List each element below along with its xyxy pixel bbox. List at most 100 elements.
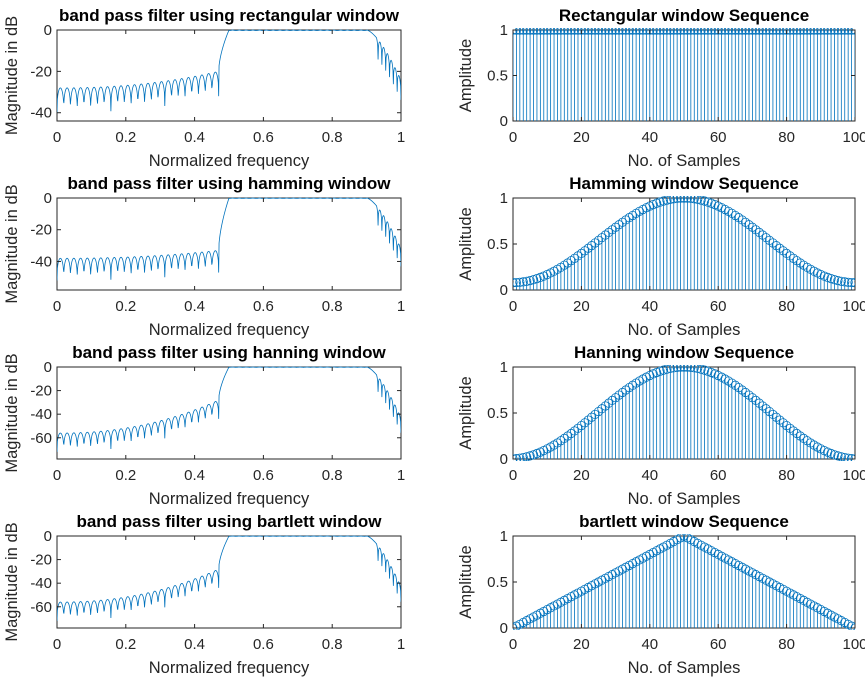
stem-marker [665,365,675,373]
stem-marker [785,28,795,35]
plot-area [513,534,855,630]
stem-marker [754,398,764,408]
stem-marker [771,241,781,251]
x-tick-label: 0.6 [253,298,274,315]
x-tick-label: 100 [842,467,865,484]
stem-marker [675,196,686,203]
stem-marker [740,387,751,398]
x-tick-label: 0.8 [322,467,343,484]
stem-marker [614,28,624,35]
stem-marker [628,28,638,35]
stem-marker [525,275,535,286]
stem-marker [689,196,699,204]
stem-marker [730,28,740,35]
stem-marker [522,28,532,35]
stem-marker [840,453,850,461]
stem-marker [727,378,737,388]
y-tick-label: -40 [30,575,52,592]
y-tick-label: 1 [500,528,508,545]
y-tick-label: -60 [30,430,52,447]
stem-marker [675,28,686,35]
stem-marker [604,28,614,35]
stem-marker [566,28,576,35]
x-tick-label: 60 [710,467,727,484]
stem-marker [795,258,805,268]
stem-marker [781,248,792,258]
stem-marker [802,28,812,35]
stem-marker [792,28,802,35]
stem-marker [583,243,593,253]
stem-marker [737,215,747,225]
stem-marker [686,365,696,372]
stem-marker [812,28,822,35]
y-axis-label: Amplitude [457,207,475,280]
stem-marker [785,423,795,433]
stem-marker [645,28,655,35]
stem-marker [788,426,799,436]
stem-marker [795,28,805,35]
stem-marker [569,28,580,35]
x-tick-label: 0 [53,467,61,484]
stem-marker [593,28,604,35]
x-tick-label: 0.4 [184,467,205,484]
x-tick-label: 100 [842,298,865,315]
y-axis-label: Amplitude [457,376,475,449]
x-tick-label: 40 [641,467,658,484]
stem-marker [846,28,855,35]
plot-area [513,28,855,121]
y-tick-label: 0.5 [487,574,508,591]
stem-marker [513,28,518,35]
y-tick-label: 0 [44,528,52,545]
stem-marker [559,260,569,270]
stem-marker [546,28,556,35]
y-tick-label: -20 [30,63,52,80]
stem-marker [621,28,631,35]
y-tick-label: -40 [30,253,52,270]
stem-marker [628,380,638,390]
stem-marker [532,28,542,35]
y-axis-label: Magnitude in dB [3,184,21,303]
stem-marker [621,215,631,225]
subplot-8: 0 20 40 60 80 100 0 0.5 1 bartlett window Sequenc… [457,512,865,677]
x-tick-label: 20 [573,129,590,146]
stem-marker [836,276,846,286]
x-axis-label: No. of Samples [628,659,741,677]
stem-marker [706,28,716,35]
stem-marker [573,423,583,433]
x-tick-label: 0 [509,467,517,484]
y-tick-label: 0.5 [487,236,508,253]
y-tick-label: -20 [30,552,52,569]
subplot-1: 0 0.2 0.4 0.6 0.8 1 0 -20 -40 band pass filter us… [3,6,405,170]
stem-marker [556,28,566,35]
stem-marker [737,385,747,395]
stem-marker [617,28,628,35]
stem-marker [600,28,610,35]
y-tick-label: 1 [500,22,508,39]
stem-marker [662,196,672,205]
stem-marker [580,418,590,428]
stem-marker [840,277,850,287]
magnitude-line [57,29,401,113]
stem-marker [607,225,617,235]
x-tick-label: 80 [778,129,795,146]
stem-marker [648,28,658,35]
stem-marker [669,196,679,204]
stem-marker [761,233,771,243]
stem-marker [518,277,528,287]
stem-marker [843,453,853,461]
stem-marker [658,365,669,375]
stem-marker [689,28,699,35]
stem-marker [641,28,651,35]
stem-marker [775,415,785,425]
stem-marker [607,395,617,406]
stem-marker [614,220,624,230]
x-axis-label: Normalized frequency [149,490,310,508]
stem-marker [624,28,634,35]
stem-marker [792,428,802,439]
stem-marker [597,404,607,414]
stem-marker [569,426,580,436]
stem-marker [587,241,597,251]
stem-marker [576,420,587,431]
y-axis-label: Amplitude [457,545,475,618]
stem-marker [686,196,696,203]
